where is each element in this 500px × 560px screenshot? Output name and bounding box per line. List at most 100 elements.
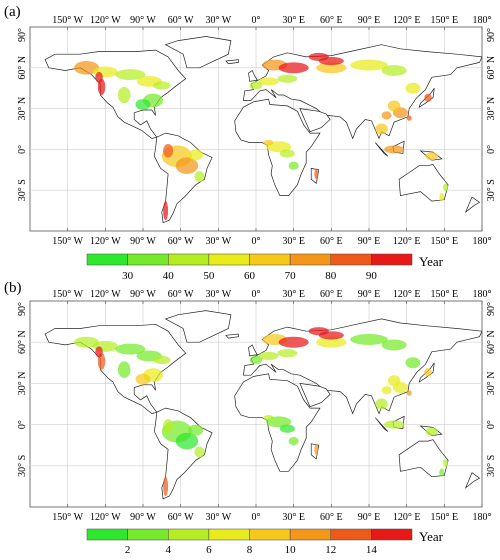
data-region: [425, 427, 439, 436]
data-region: [115, 69, 146, 81]
continent-outline: [248, 344, 258, 357]
lat-label: 90°: [486, 28, 497, 42]
data-region: [288, 436, 299, 446]
colorbar-a: 30 40 50 60 70 80 90: [86, 253, 413, 282]
lat-label: 60° N: [17, 56, 28, 80]
data-region: [95, 71, 103, 83]
lon-label: 180°: [473, 512, 492, 523]
data-region: [314, 443, 319, 455]
lat-label: 30° N: [17, 372, 28, 396]
continent-outline: [299, 108, 331, 133]
data-region: [73, 336, 100, 348]
data-region: [279, 149, 295, 158]
lon-label: 120° E: [393, 289, 421, 300]
continent-outline: [464, 196, 481, 214]
colorbar-tick-label: 80: [325, 270, 337, 282]
lon-label: 60° E: [320, 512, 343, 523]
lon-label: 90° E: [358, 512, 381, 523]
lat-labels-left-b: 90° 60° N 30° N 0° 30° S: [17, 302, 28, 477]
colorbar-segment: [330, 528, 372, 541]
colorbar-tick-label: 8: [247, 544, 253, 556]
data-region: [424, 93, 432, 102]
data-region: [308, 52, 329, 61]
lon-label: 120° W: [90, 289, 121, 300]
lon-label: 120° E: [393, 236, 421, 247]
colorbar-segment: [168, 528, 210, 541]
lon-label: 120° E: [393, 15, 421, 26]
data-region: [135, 99, 151, 110]
continent-outline: [464, 472, 481, 489]
data-region: [135, 373, 151, 385]
data-region: [97, 78, 106, 95]
lon-label: 30° W: [205, 15, 231, 26]
lon-label: 0°: [252, 512, 261, 523]
colorbar-segment: [86, 253, 128, 266]
lon-label: 90° W: [130, 15, 156, 26]
lon-label: 120° W: [90, 236, 121, 247]
colorbar-tick-label: 30: [122, 270, 134, 282]
lon-label: 30° E: [282, 236, 305, 247]
data-region: [175, 432, 199, 450]
lon-label: 90° W: [130, 289, 156, 300]
lon-labels-top-b: 150° W 120° W 90° W 60° W 30° W 0° 30° E 60° E 9…: [52, 289, 492, 304]
lon-label: 180°: [473, 236, 492, 247]
colorbar-segment: [289, 528, 331, 541]
data-region: [278, 62, 309, 74]
lon-label: 30° W: [205, 512, 231, 523]
lon-label: 150° W: [52, 15, 83, 26]
data-region: [384, 145, 405, 154]
colorbar-b-unit: Year: [419, 529, 444, 544]
colorbar-segment: [330, 253, 372, 266]
lat-label: 60° N: [486, 56, 497, 80]
panel-b-label: (b): [4, 280, 22, 296]
map-a: 150° W 120° W 90° W 60° W 30° W 0° 30° E 60° E 9…: [17, 15, 497, 247]
data-region: [439, 192, 445, 202]
lon-label: 60° W: [168, 15, 194, 26]
lat-label: 30° N: [17, 97, 28, 121]
data-region: [406, 390, 412, 396]
data-region: [443, 458, 449, 468]
data-region: [288, 161, 299, 170]
lon-label: 120° W: [90, 15, 121, 26]
data-region: [73, 61, 100, 75]
data-region: [115, 343, 146, 355]
lat-label: 30° S: [486, 179, 497, 201]
continent-outline: [248, 69, 258, 82]
data-region: [117, 361, 131, 378]
colorbar-tick-label: 70: [285, 270, 297, 282]
lon-label: 60° W: [168, 289, 194, 300]
data-region: [278, 336, 309, 348]
data-region: [258, 351, 279, 361]
continent-outline: [225, 59, 239, 65]
lat-label: 60° N: [17, 330, 28, 354]
colorbar-tick-label: 40: [163, 270, 175, 282]
lon-label: 60° W: [168, 236, 194, 247]
lon-label: 0°: [252, 236, 261, 247]
lon-label: 150° E: [431, 289, 459, 300]
continent-outline: [299, 382, 331, 408]
data-region: [381, 65, 407, 76]
continent-outline: [375, 417, 389, 432]
data-region: [316, 336, 347, 348]
colorbar-segment: [289, 253, 331, 266]
data-region: [387, 375, 401, 387]
data-layer-b: [73, 327, 449, 497]
data-region: [375, 398, 388, 410]
data-region: [258, 77, 279, 86]
panel-b: (b) 150° W 120° W 90° W 60° W 30° W 0° 30° E 60…: [4, 280, 497, 556]
lat-labels-right-b: 90° 60° N 30° N 0° 30° S: [486, 302, 497, 477]
colorbar-a-unit: Year: [419, 254, 444, 269]
lon-labels-top-a: 150° W 120° W 90° W 60° W 30° W 0° 30° E 60° E 9…: [52, 15, 492, 30]
lat-label: 0°: [17, 420, 28, 429]
lon-label: 60° E: [320, 289, 343, 300]
colorbar-tick-label: 14: [366, 544, 378, 556]
data-region: [381, 339, 407, 351]
colorbar-tick-label: 10: [285, 544, 297, 556]
lon-label: 150° W: [52, 236, 83, 247]
lon-label: 180°: [473, 289, 492, 300]
colorbar-tick-label: 12: [325, 544, 336, 556]
map-b: 150° W 120° W 90° W 60° W 30° W 0° 30° E 60° E 9…: [17, 289, 497, 523]
data-region: [249, 355, 263, 365]
lon-label: 120° W: [90, 512, 121, 523]
